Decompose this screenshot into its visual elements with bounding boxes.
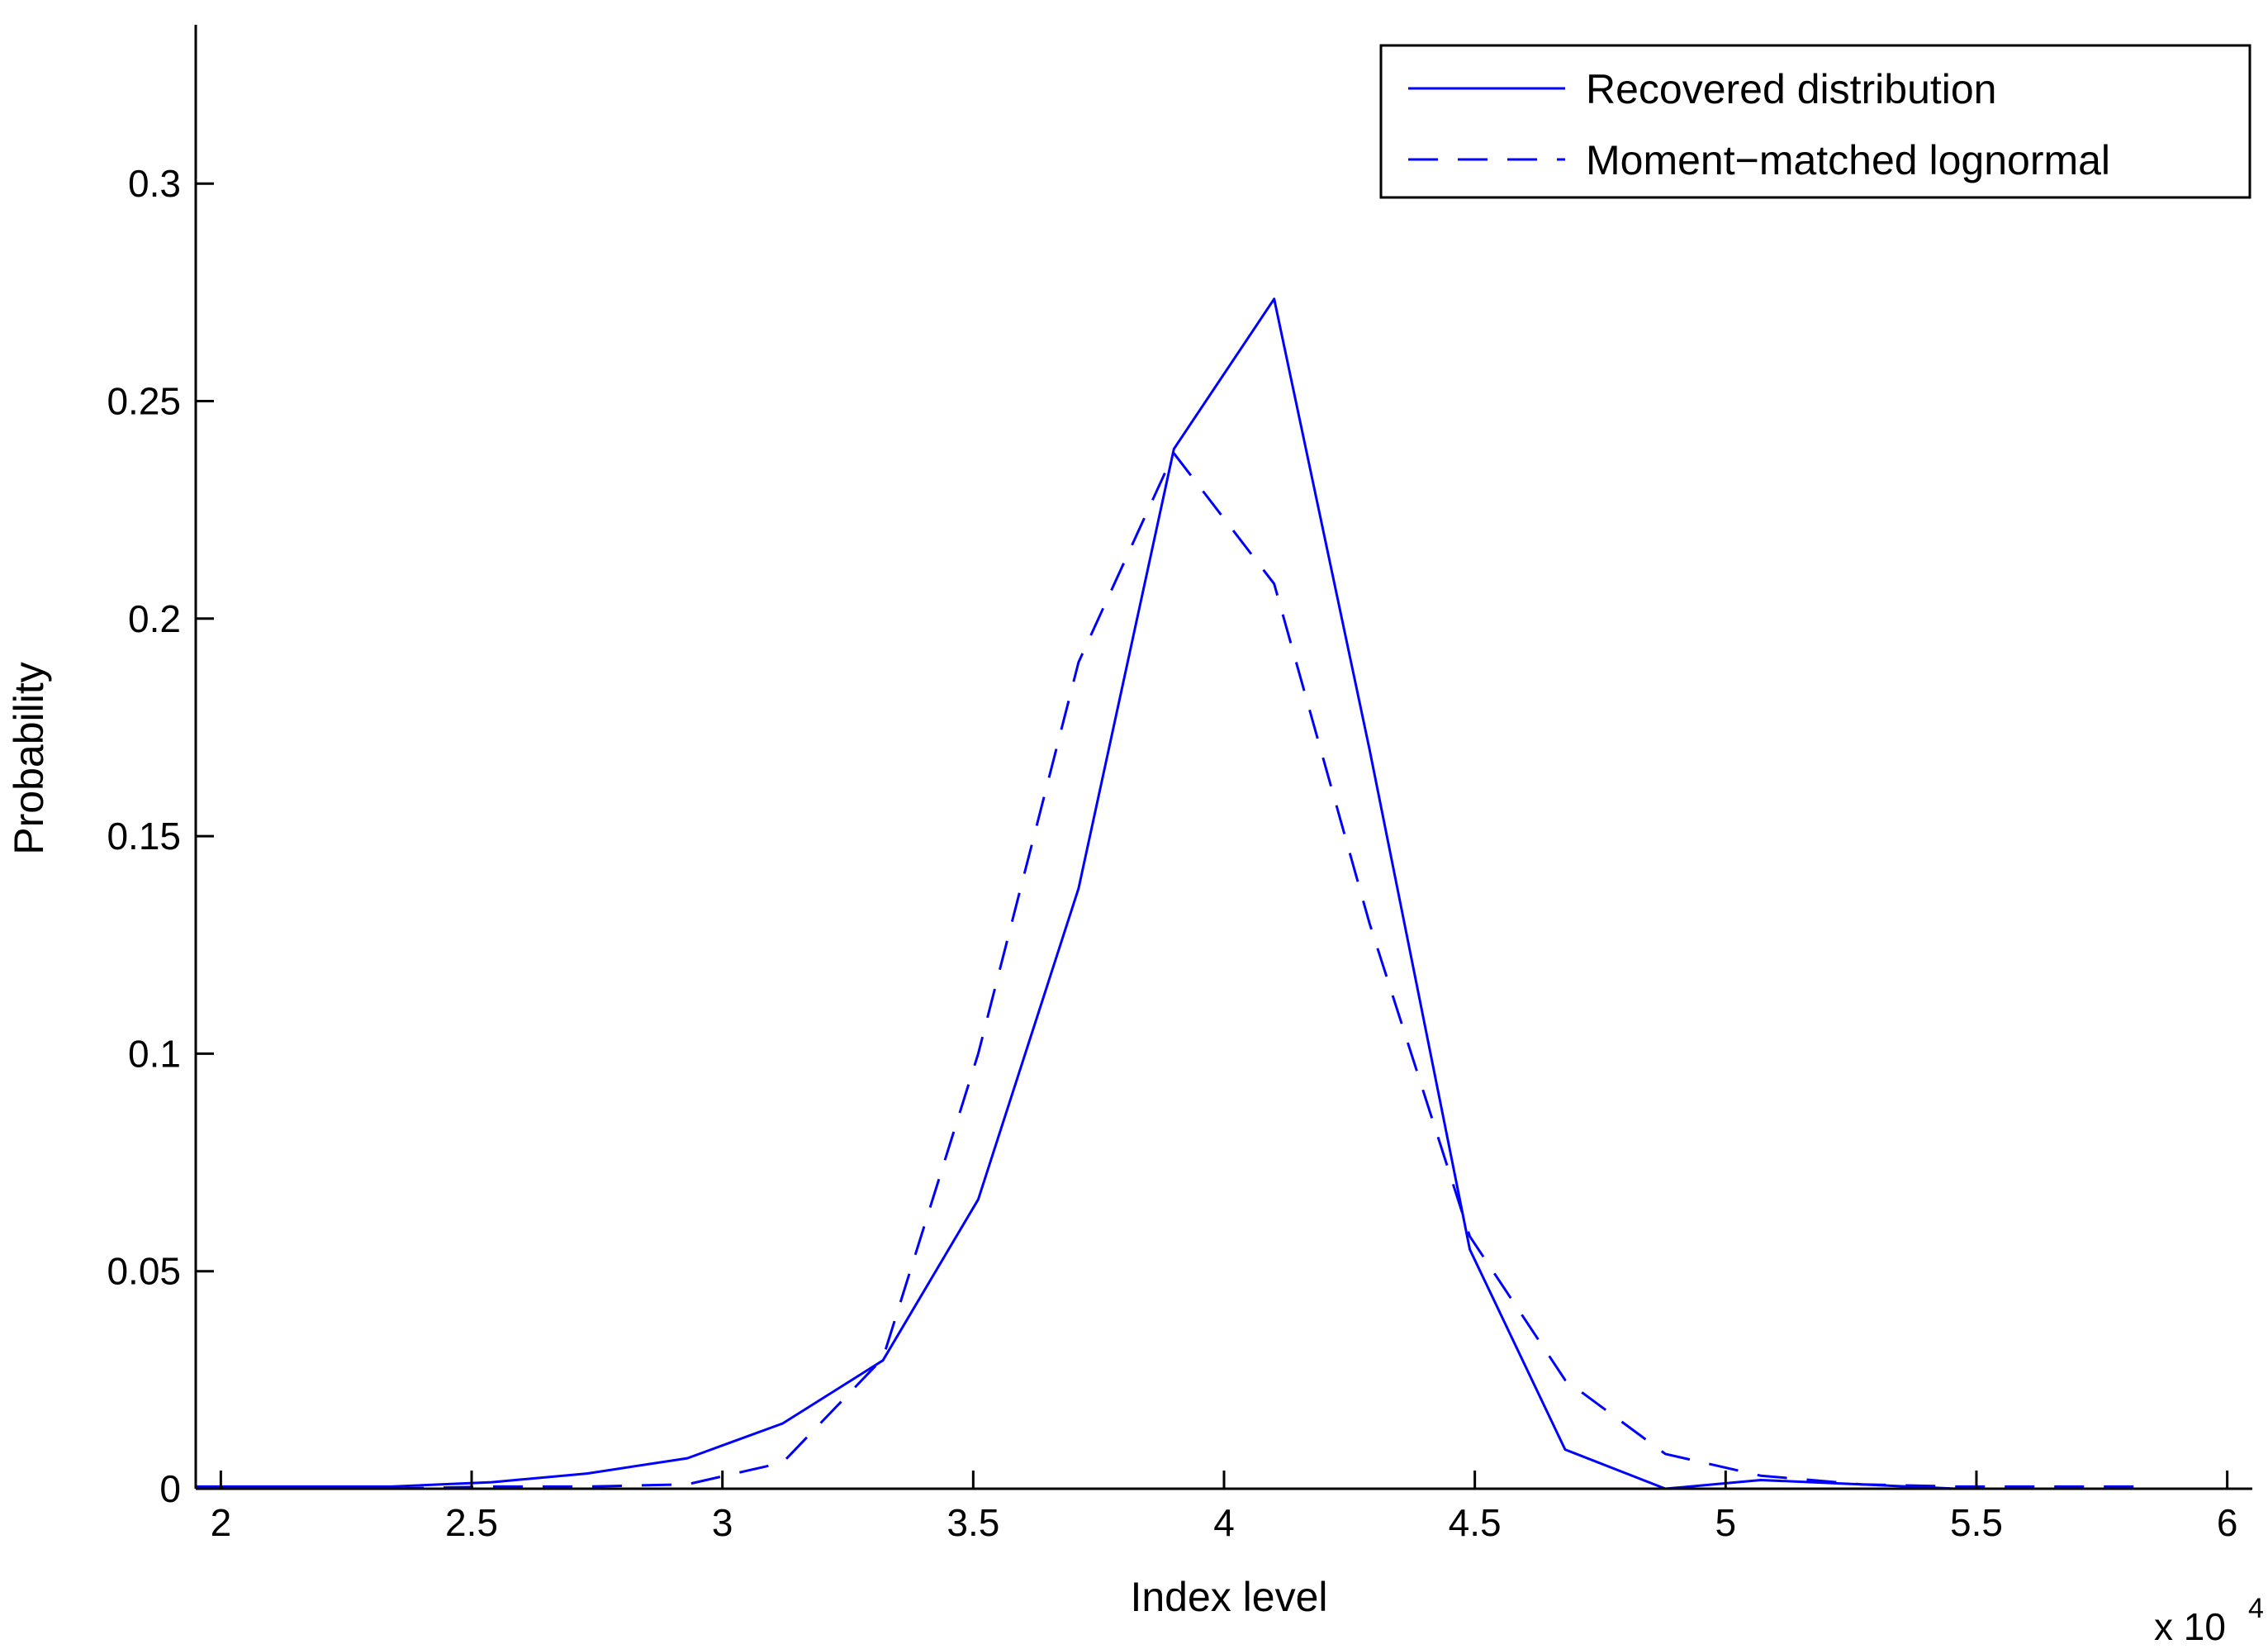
y-tick-label: 0.1	[128, 1032, 181, 1075]
legend-label-lognormal: Moment−matched lognormal	[1586, 137, 2110, 183]
x-tick-label: 3.5	[947, 1501, 999, 1544]
y-tick-label: 0.15	[107, 815, 181, 858]
series-line-lognormal	[196, 452, 2152, 1490]
legend-box	[1379, 44, 2251, 199]
x-tick-label: 5	[1715, 1501, 1737, 1544]
x-tick-label: 2.5	[445, 1501, 498, 1544]
legend-label-recovered: Recovered distribution	[1586, 66, 1997, 112]
y-ticks: 0 0.05 0.1 0.15 0.2 0.25 0.3	[107, 162, 214, 1510]
x-tick-label: 4	[1213, 1501, 1235, 1544]
plot-area	[196, 297, 2152, 1490]
legend: Recovered distribution Moment−matched lo…	[1379, 44, 2251, 199]
x-tick-label: 4.5	[1449, 1501, 1502, 1544]
y-tick-label: 0.25	[107, 380, 181, 423]
x-multiplier: x 10 4	[2154, 1593, 2264, 1648]
x-tick-label: 2	[211, 1501, 232, 1544]
x-ticks: 2 2.5 3 3.5 4 4.5 5 5.5 6	[211, 1471, 2238, 1544]
x-tick-label: 3	[712, 1501, 733, 1544]
y-tick-label: 0.2	[128, 597, 181, 640]
y-tick-label: 0.3	[128, 162, 181, 205]
series-line-recovered	[196, 297, 2152, 1490]
x-axis-title: Index level	[1130, 1574, 1327, 1620]
y-tick-label: 0.05	[107, 1250, 181, 1293]
x-tick-label: 5.5	[1950, 1501, 2003, 1544]
y-tick-label: 0	[159, 1467, 181, 1510]
x-tick-label: 6	[2217, 1501, 2238, 1544]
x-multiplier-label: x 10	[2154, 1605, 2226, 1648]
axes: 2 2.5 3 3.5 4 4.5 5 5.5 6 0 0.05 0.1 0.15 0.2 0.25 0.3	[107, 25, 2252, 1544]
x-multiplier-exponent: 4	[2248, 1593, 2264, 1624]
y-axis-title: Probability	[6, 662, 52, 854]
